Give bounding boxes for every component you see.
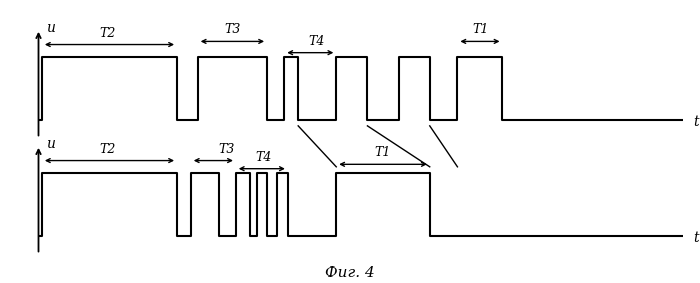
- Text: u: u: [46, 21, 55, 35]
- Text: Фиг. 4: Фиг. 4: [325, 266, 375, 280]
- Text: u: u: [46, 137, 55, 151]
- Text: T4: T4: [256, 151, 272, 164]
- Text: T4: T4: [309, 35, 325, 48]
- Text: T3: T3: [224, 23, 241, 37]
- Text: T2: T2: [99, 143, 116, 156]
- Text: t: t: [694, 231, 699, 245]
- Text: T1: T1: [374, 146, 391, 159]
- Text: T1: T1: [472, 23, 489, 37]
- Text: t: t: [694, 115, 699, 129]
- Text: T3: T3: [218, 143, 235, 156]
- Text: T2: T2: [99, 27, 116, 40]
